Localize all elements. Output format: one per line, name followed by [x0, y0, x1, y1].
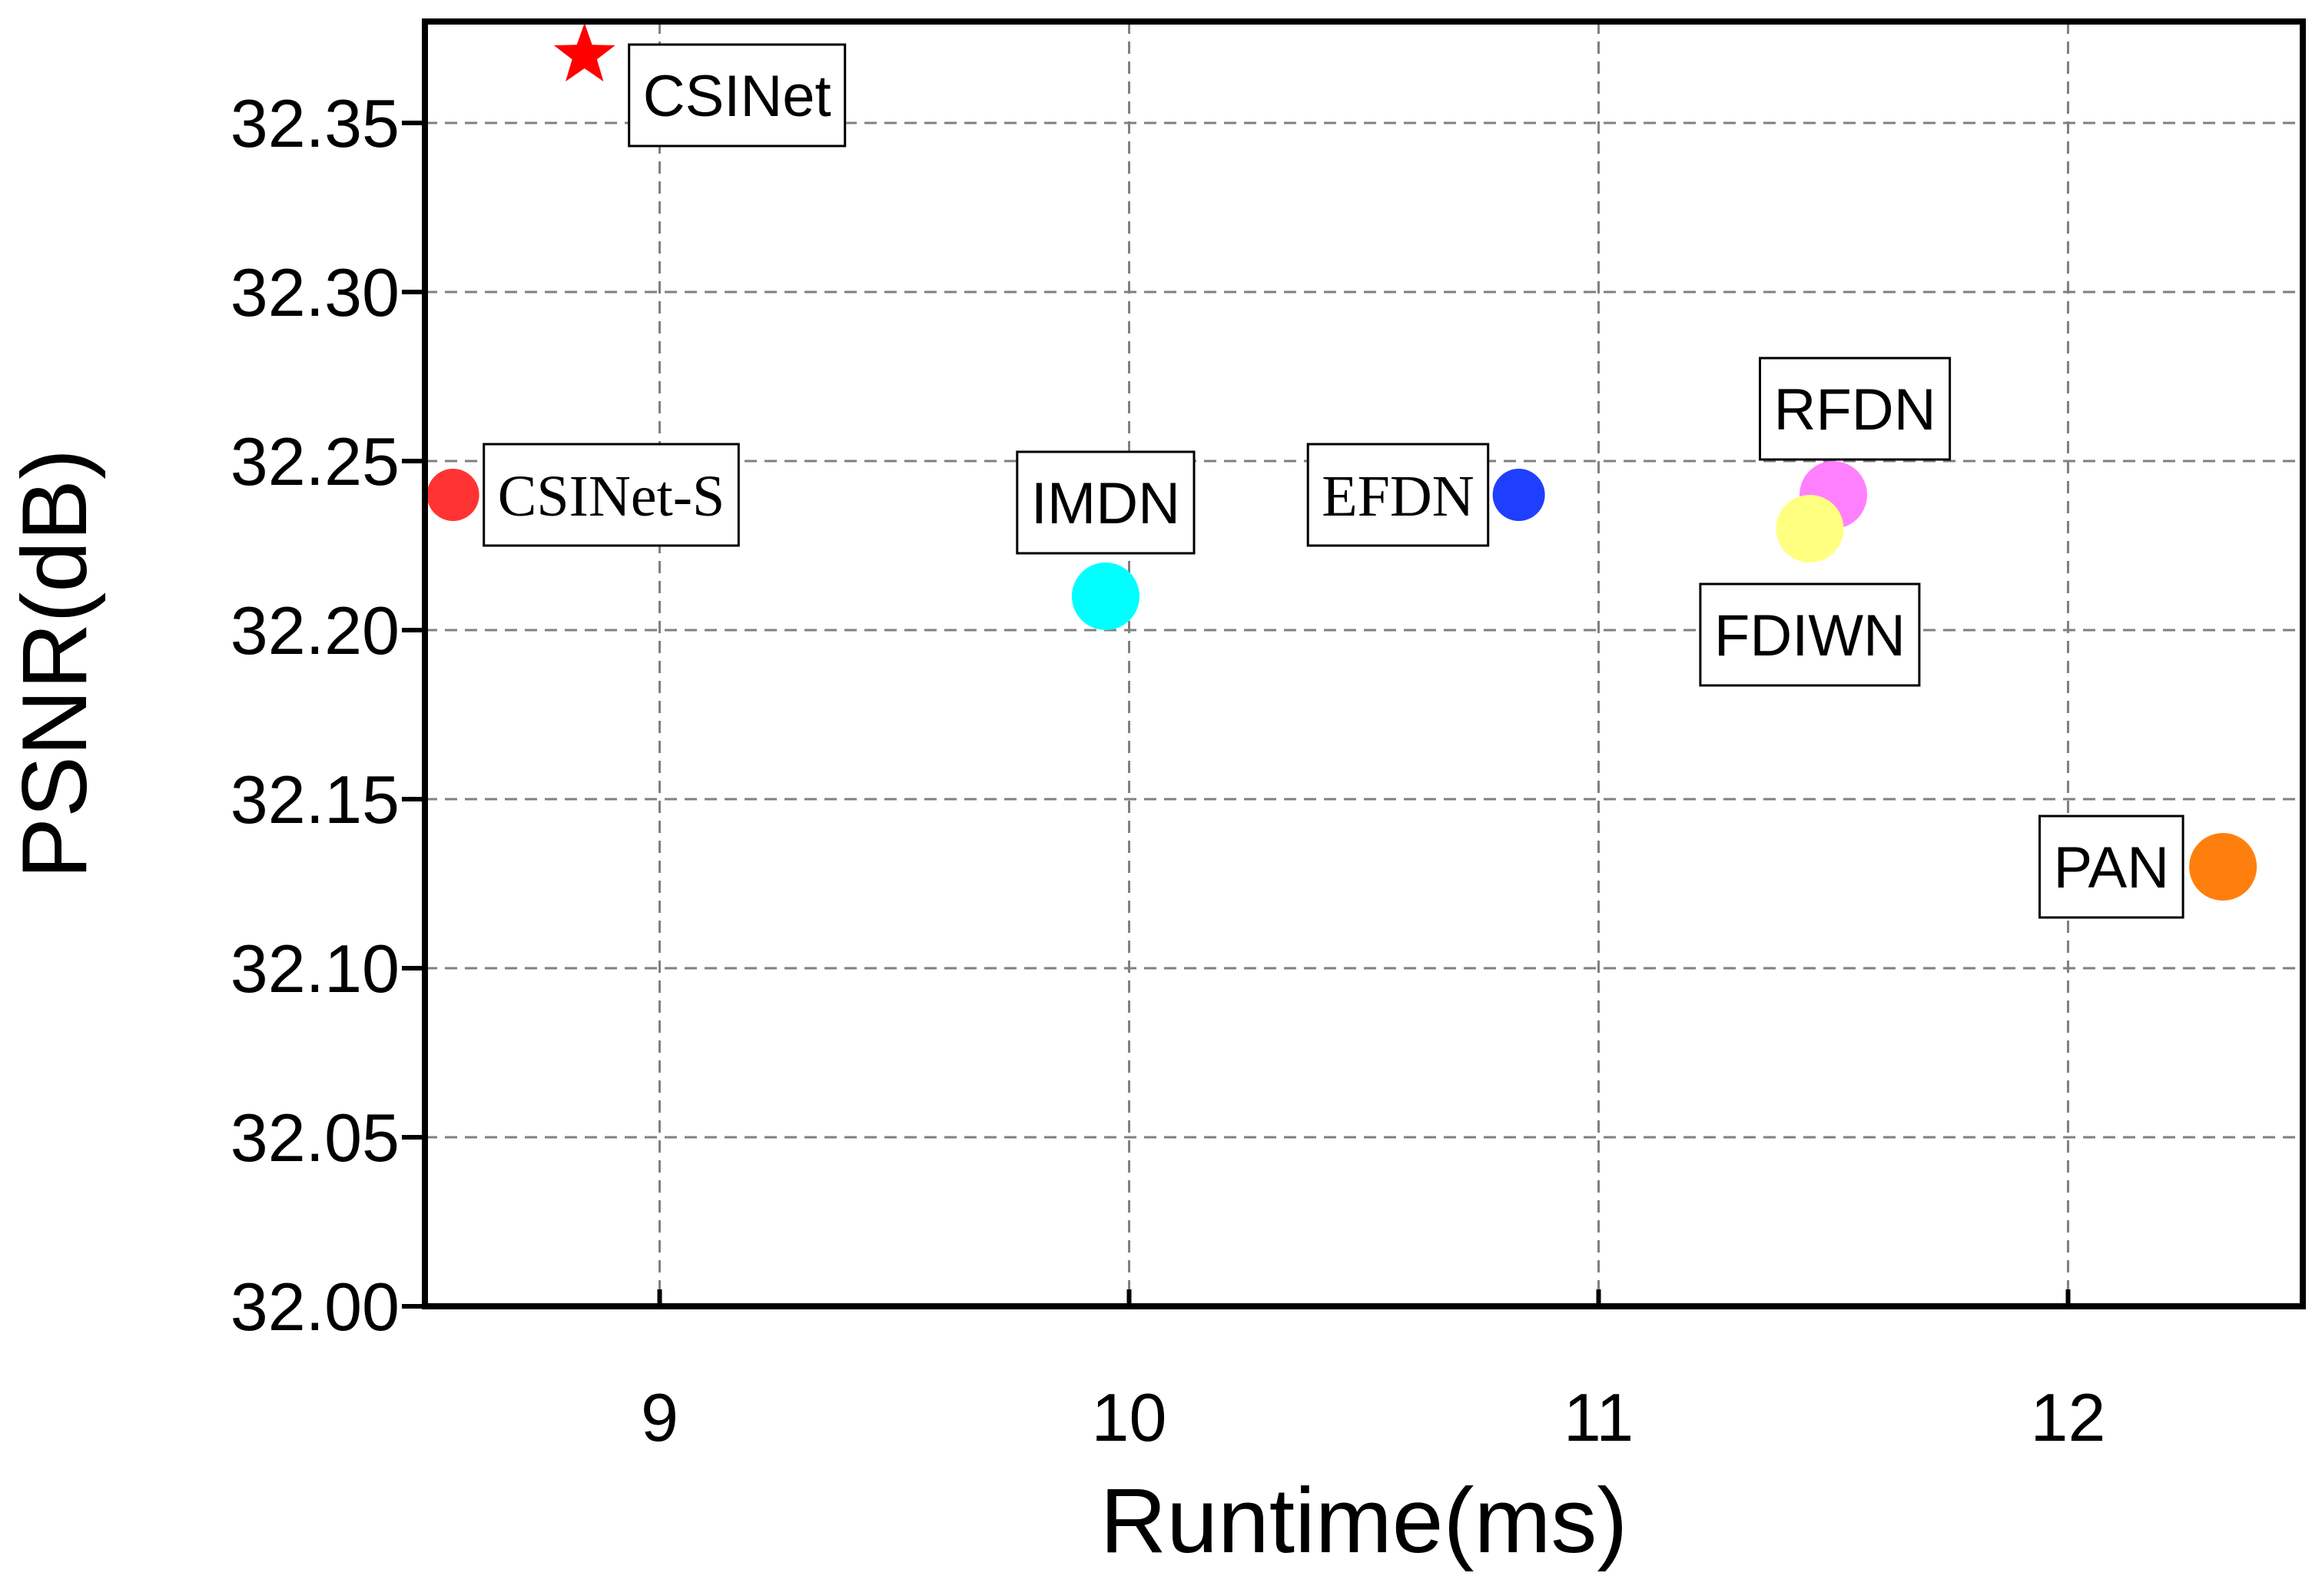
point-csinet-s: [426, 469, 479, 521]
point-efdn: [1492, 469, 1545, 521]
label-efdn: EFDN: [1306, 443, 1490, 547]
y-tick-label: 32.30: [231, 254, 400, 330]
label-text: CSINet: [643, 64, 831, 129]
label-box: [1306, 443, 1490, 547]
x-tick-label: 9: [641, 1379, 678, 1455]
label-fdiwn: FDIWN: [1699, 582, 1921, 687]
data-markers: [426, 23, 2257, 901]
y-tick-label: 32.00: [231, 1269, 400, 1345]
label-rfdn: RFDN: [1759, 357, 1952, 461]
label-box: [1699, 582, 1921, 687]
plot-frame: [422, 18, 2306, 1309]
y-axis-title: PSNR(dB): [3, 449, 106, 879]
y-tick-label: 32.35: [231, 85, 400, 161]
point-pan: [2189, 833, 2257, 901]
label-text: EFDN: [1322, 464, 1474, 529]
point-imdn: [1071, 562, 1139, 630]
label-box: [483, 443, 740, 547]
label-csinet: CSINet: [628, 43, 847, 148]
point-fdiwn: [1776, 495, 1844, 562]
label-box: [1759, 357, 1952, 461]
x-tick-label: 12: [2031, 1379, 2106, 1455]
point-labels: CSINet CSINet-S IMDN EFDN RFDN FDIWN PAN: [483, 43, 2184, 919]
label-box: [1016, 450, 1196, 555]
label-text: PAN: [2054, 835, 2170, 901]
x-tick-label: 10: [1092, 1379, 1167, 1455]
x-tick-label: 11: [1564, 1379, 1634, 1455]
y-tick-label: 32.10: [231, 931, 400, 1007]
y-tick-label: 32.25: [231, 423, 400, 499]
label-box: [628, 43, 847, 148]
label-text: CSINet-S: [498, 464, 725, 529]
y-tick-label: 32.20: [231, 592, 400, 669]
x-axis-title: Runtime(ms): [1100, 1469, 1628, 1572]
grid: [425, 22, 2303, 1306]
label-text: RFDN: [1774, 377, 1936, 443]
label-imdn: IMDN: [1016, 450, 1196, 555]
point-csinet-star: [553, 23, 615, 81]
y-tick-label: 32.15: [231, 762, 400, 838]
label-text: IMDN: [1031, 471, 1180, 536]
label-csinet-s: CSINet-S: [483, 443, 740, 547]
label-pan: PAN: [2038, 815, 2184, 919]
y-tick-label: 32.05: [231, 1100, 400, 1176]
label-box: [2038, 815, 2184, 919]
label-text: FDIWN: [1714, 603, 1906, 669]
axis-ticks: 9 10 11 12 32.00 32.05 32.10 32.15 32.20 32.25 32.…: [231, 85, 2106, 1455]
